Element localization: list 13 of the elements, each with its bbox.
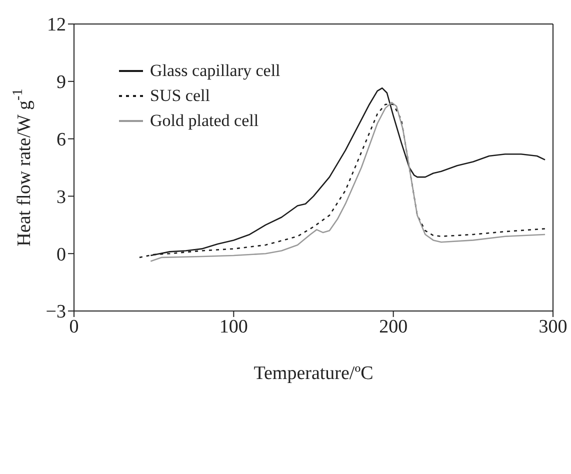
x-tick-label: 300: [538, 316, 568, 338]
y-tick-label: 6: [56, 130, 66, 151]
legend-label: Gold plated cell: [150, 110, 259, 132]
x-tick-label: 100: [219, 316, 248, 338]
x-tick-label: 200: [379, 316, 408, 338]
y-tick-label: 0: [56, 244, 66, 266]
y-tick-label: −3: [46, 302, 66, 323]
legend-label: SUS cell: [150, 85, 210, 107]
legend-label: Glass capillary cell: [150, 60, 280, 82]
y-tick-label: 3: [56, 186, 66, 208]
y-tick-label: 12: [47, 14, 66, 36]
x-axis-title: Temperature/ºC: [254, 363, 374, 384]
y-tick-label: 9: [56, 72, 66, 94]
